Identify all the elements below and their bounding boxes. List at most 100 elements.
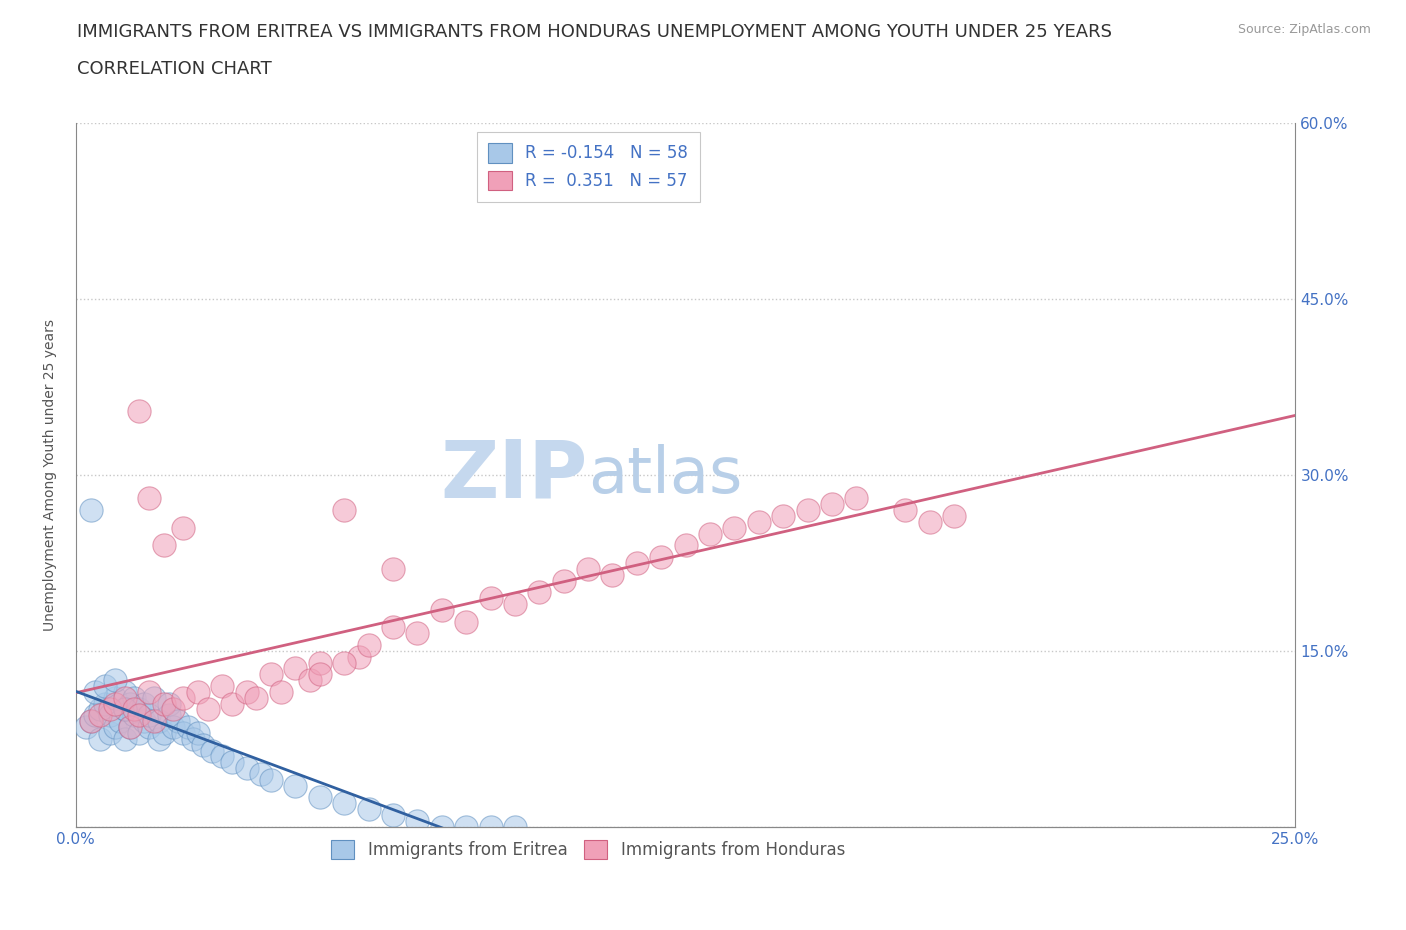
Point [221,697,243,711]
Point [75,720,97,735]
Point [128,708,150,723]
Point [943,509,966,524]
Point [152,725,174,740]
Point [152,538,174,552]
Point [114,702,136,717]
Point [128,725,150,740]
Legend: Immigrants from Eritrea, Immigrants from Honduras: Immigrants from Eritrea, Immigrants from… [323,831,853,868]
Point [191,737,214,752]
Point [650,550,672,565]
Point [89,731,111,746]
Point [134,713,156,728]
Y-axis label: Unemployment Among Youth under 25 years: Unemployment Among Youth under 25 years [44,319,58,631]
Point [211,679,233,694]
Point [553,573,575,588]
Point [235,761,257,776]
Point [94,679,117,694]
Point [308,667,330,682]
Point [235,684,257,699]
Point [104,697,127,711]
Point [98,725,121,740]
Point [181,731,204,746]
Point [157,697,180,711]
Point [503,596,526,611]
Point [602,567,624,582]
Text: IMMIGRANTS FROM ERITREA VS IMMIGRANTS FROM HONDURAS UNEMPLOYMENT AMONG YOUTH UND: IMMIGRANTS FROM ERITREA VS IMMIGRANTS FR… [77,23,1112,41]
Point [124,690,146,705]
Point [260,773,283,788]
Point [357,638,380,653]
Point [406,814,429,829]
Point [845,491,868,506]
Point [167,713,190,728]
Point [94,697,117,711]
Point [245,690,267,705]
Point [284,661,307,676]
Point [357,802,380,817]
Point [456,614,478,629]
Point [89,708,111,723]
Point [104,720,127,735]
Point [128,702,150,717]
Point [479,819,502,834]
Point [347,649,370,664]
Point [108,713,131,728]
Point [118,720,141,735]
Point [430,819,453,834]
Point [576,562,599,577]
Point [134,697,156,711]
Text: atlas: atlas [588,444,742,506]
Point [124,708,146,723]
Point [187,684,209,699]
Point [79,713,101,728]
Point [98,708,121,723]
Point [84,684,107,699]
Point [79,503,101,518]
Point [529,585,551,600]
Point [114,684,136,699]
Point [114,690,136,705]
Point [626,555,648,570]
Point [172,725,194,740]
Point [162,720,184,735]
Point [124,702,146,717]
Point [333,796,356,811]
Point [138,720,160,735]
Point [918,514,941,529]
Point [221,755,243,770]
Text: ZIP: ZIP [441,436,588,514]
Point [308,655,330,670]
Point [104,672,127,687]
Point [157,708,180,723]
Point [79,713,101,728]
Point [138,684,160,699]
Point [142,690,165,705]
Point [479,591,502,605]
Point [381,562,404,577]
Point [148,713,170,728]
Point [381,620,404,635]
Point [894,503,917,518]
Point [723,520,745,535]
Point [821,497,844,512]
Point [308,790,330,804]
Point [503,819,526,834]
Point [381,807,404,822]
Point [197,702,219,717]
Point [456,819,478,834]
Point [177,720,200,735]
Point [138,708,160,723]
Point [98,702,121,717]
Point [772,509,794,524]
Point [675,538,697,552]
Text: Source: ZipAtlas.com: Source: ZipAtlas.com [1237,23,1371,36]
Point [128,403,150,418]
Point [201,743,224,758]
Point [250,766,273,781]
Point [152,697,174,711]
Point [114,702,136,717]
Point [114,731,136,746]
Point [211,749,233,764]
Point [699,526,721,541]
Point [84,708,107,723]
